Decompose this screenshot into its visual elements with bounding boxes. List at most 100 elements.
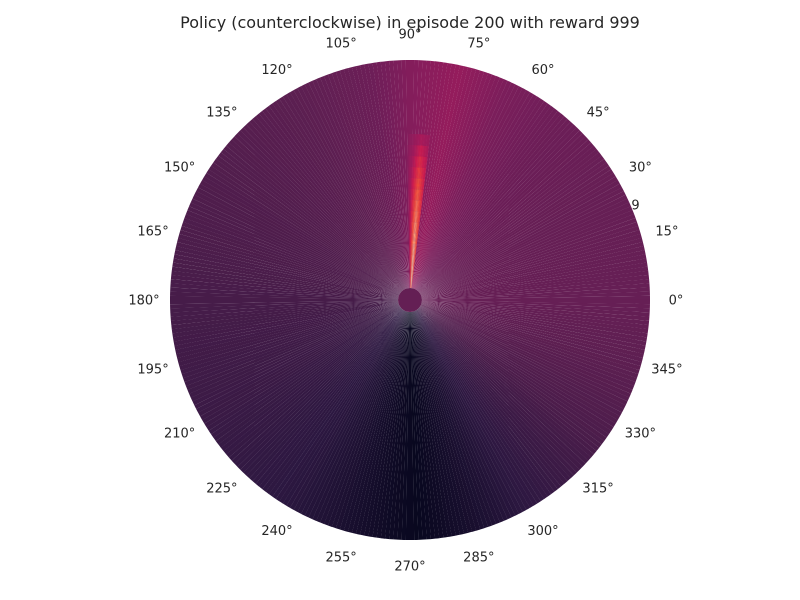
- heatmap-wedge: [421, 300, 650, 317]
- hot-sector-cell: [411, 244, 413, 256]
- heatmap-wedge: [279, 310, 404, 504]
- heatmap-wedge: [181, 303, 399, 379]
- hot-sector-cell: [412, 156, 414, 168]
- heatmap-wedge: [192, 194, 400, 295]
- heatmap-wedge: [220, 307, 401, 452]
- hot-sector-cell: [420, 156, 423, 168]
- hot-sector-cell: [416, 233, 419, 245]
- heatmap-wedge: [419, 307, 597, 455]
- hot-sector-cell: [412, 266, 414, 278]
- hot-sector-cell: [425, 156, 428, 168]
- hot-sector-cell: [416, 189, 418, 201]
- hot-sector-cell: [415, 178, 418, 190]
- heatmap-wedge: [421, 303, 640, 375]
- heatmap-wedge: [189, 202, 400, 296]
- heatmap-wedge: [170, 287, 399, 300]
- heatmap-wedge: [290, 310, 405, 510]
- heatmap-wedge: [421, 303, 641, 371]
- hot-sector-cell: [415, 134, 418, 146]
- heatmap-wedge: [414, 310, 508, 521]
- heatmap-wedge: [418, 136, 589, 292]
- heatmap-wedge: [202, 306, 400, 424]
- heatmap-wedge: [320, 311, 406, 525]
- heatmap-wedge: [282, 310, 404, 506]
- heatmap-wedge: [190, 198, 400, 296]
- heatmap-wedge: [413, 73, 493, 289]
- heatmap-wedge: [420, 198, 630, 296]
- hot-sector-cell: [413, 233, 416, 245]
- heatmap-wedge: [411, 311, 448, 538]
- heatmap-wedge: [252, 309, 403, 484]
- heatmap-wedge: [198, 183, 400, 295]
- heatmap-wedge: [419, 165, 612, 294]
- heatmap-wedge: [200, 180, 400, 295]
- hot-sector-cell: [413, 211, 415, 223]
- heatmap-wedge: [401, 311, 410, 540]
- hot-sector-cell: [414, 233, 416, 245]
- hot-sector-cell: [408, 189, 410, 201]
- angle-tick-label: 30°: [629, 161, 652, 176]
- heatmap-wedge: [223, 307, 401, 455]
- hot-sector-cell: [411, 134, 413, 146]
- heatmap-wedge: [289, 90, 405, 290]
- hot-sector-cell: [425, 145, 428, 157]
- heatmap-wedge: [412, 65, 464, 289]
- heatmap-wedge: [414, 75, 500, 289]
- heatmap-wedge: [418, 124, 577, 292]
- heatmap-wedge: [414, 80, 512, 290]
- hot-sector-cell: [419, 178, 422, 190]
- heatmap-wedge: [416, 94, 538, 290]
- hot-sector-cell: [414, 222, 417, 234]
- heatmap-wedge: [364, 311, 408, 537]
- heatmap-wedge: [412, 311, 469, 534]
- hot-sector-cell: [421, 145, 424, 157]
- heatmap-wedge: [417, 309, 562, 490]
- angle-tick-label: 255°: [325, 550, 356, 565]
- heatmap-wedge: [210, 162, 401, 294]
- hot-sector-cell: [417, 211, 420, 223]
- heatmap-wedge: [175, 302, 399, 355]
- hot-sector-cell: [415, 200, 417, 212]
- angle-tick-label: 75°: [467, 37, 490, 52]
- heatmap-wedge: [413, 311, 489, 529]
- heatmap-wedge: [421, 301, 648, 338]
- heatmap-wedge: [192, 305, 400, 406]
- hot-sector-cell: [410, 244, 412, 256]
- hot-sector-cell: [418, 211, 421, 223]
- hot-sector-cell: [409, 233, 410, 245]
- hot-sector-cell: [421, 167, 424, 179]
- heatmap-wedge: [421, 213, 636, 296]
- heatmap-wedge: [275, 98, 404, 291]
- heatmap-wedge: [412, 66, 469, 289]
- heatmap-wedge: [416, 100, 548, 291]
- hot-sector-cell: [420, 167, 423, 179]
- angle-tick-label: 60°: [531, 63, 554, 78]
- heatmap-wedge: [420, 202, 631, 296]
- heatmap-wedge: [170, 295, 399, 301]
- heatmap-wedge: [339, 311, 407, 531]
- heatmap-wedge: [415, 310, 523, 514]
- heatmap-wedge: [343, 311, 407, 532]
- heatmap-wedge: [293, 88, 405, 290]
- hot-sector-cell: [410, 277, 412, 289]
- hot-sector-cell: [410, 211, 412, 223]
- hot-sector-cell: [417, 167, 420, 179]
- hot-sector-cell: [411, 167, 413, 179]
- hot-sector-cell: [413, 145, 416, 157]
- heatmap-wedge: [421, 278, 650, 300]
- heatmap-wedge: [213, 306, 401, 442]
- hot-sector-cell: [410, 233, 412, 245]
- heatmap-wedge: [226, 307, 401, 458]
- hot-sector-cell: [417, 200, 420, 212]
- heatmap-wedge: [420, 172, 616, 294]
- hot-sector-cell: [409, 222, 410, 234]
- heatmap-wedge: [418, 308, 580, 473]
- hot-sector-cell: [414, 244, 417, 256]
- angle-tick-label: 345°: [651, 362, 682, 377]
- hot-sector-cell: [410, 277, 412, 289]
- heatmap-wedge: [301, 310, 405, 516]
- heatmap-wedge: [258, 110, 403, 291]
- hot-sector-cell: [414, 134, 416, 146]
- heatmap-wedge: [323, 74, 406, 289]
- heatmap-wedge: [180, 225, 399, 297]
